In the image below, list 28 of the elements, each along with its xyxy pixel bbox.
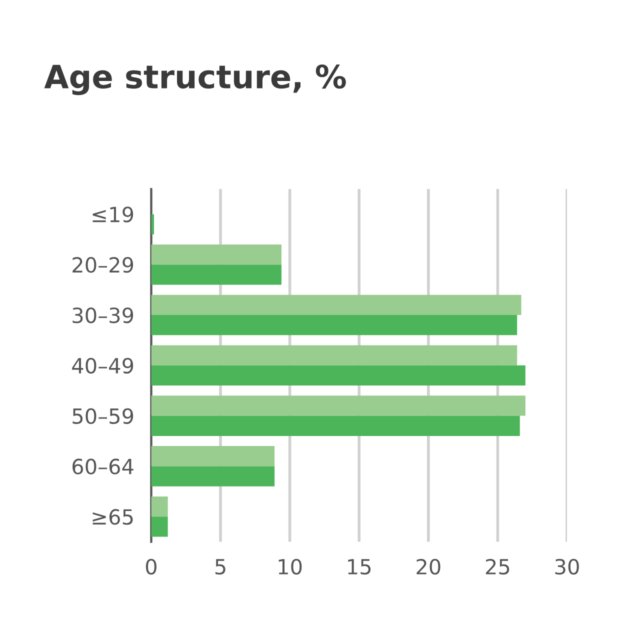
x-tick-label: 10 xyxy=(278,558,302,575)
y-tick-label: 50–59 xyxy=(72,408,134,424)
bar xyxy=(151,244,282,265)
y-tick-label: ≤19 xyxy=(92,206,134,222)
bar xyxy=(151,466,275,486)
bar xyxy=(151,345,518,366)
x-tick-label: 20 xyxy=(416,558,440,575)
bar xyxy=(151,416,520,436)
bar xyxy=(151,496,168,517)
y-tick-label: ≥65 xyxy=(92,509,133,525)
bar xyxy=(151,365,526,386)
bar xyxy=(151,294,522,315)
x-tick-label: 0 xyxy=(146,558,156,575)
bar xyxy=(151,264,282,285)
y-tick-label: 20–29 xyxy=(72,257,134,273)
x-tick-label: 25 xyxy=(486,558,510,575)
bar xyxy=(151,315,518,336)
chart-title: Age structure, % xyxy=(44,64,346,96)
bar xyxy=(151,516,168,537)
bar xyxy=(151,214,154,234)
x-tick-label: 15 xyxy=(348,559,371,575)
x-tick-label: 30 xyxy=(555,558,579,575)
bar xyxy=(151,396,526,416)
bar xyxy=(151,446,275,466)
x-tick-label: 5 xyxy=(215,559,226,575)
y-tick-label: 60–64 xyxy=(72,458,134,474)
y-tick-label: 40–49 xyxy=(72,358,134,374)
y-tick-label: 30–39 xyxy=(72,307,134,324)
